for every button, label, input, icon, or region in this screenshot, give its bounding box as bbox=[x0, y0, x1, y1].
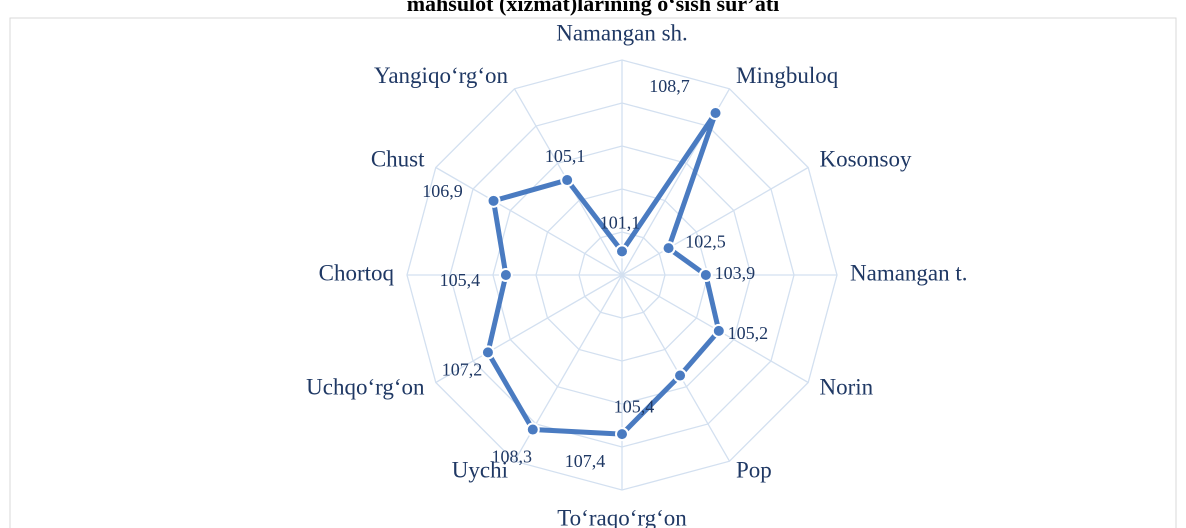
data-label: 105,4 bbox=[614, 397, 655, 417]
data-label: 106,9 bbox=[422, 181, 463, 201]
spoke bbox=[621, 166, 809, 276]
spoke bbox=[621, 274, 731, 462]
data-point bbox=[615, 244, 629, 259]
category-label: Namangan t. bbox=[850, 260, 968, 285]
data-label: 105,4 bbox=[440, 270, 481, 290]
data-label: 107,4 bbox=[565, 451, 606, 471]
category-label: Yangiqo‘rg‘on bbox=[374, 63, 508, 88]
category-label: Norin bbox=[819, 374, 873, 399]
category-label: Chust bbox=[371, 146, 425, 171]
data-point bbox=[698, 268, 713, 282]
category-label: Chortoq bbox=[319, 260, 395, 285]
category-label: Mingbuloq bbox=[736, 63, 839, 88]
data-point bbox=[711, 323, 726, 338]
data-point bbox=[498, 268, 513, 282]
data-point bbox=[525, 422, 540, 437]
data-label: 105,1 bbox=[545, 146, 586, 166]
spoke bbox=[435, 166, 623, 276]
category-label: Uychi bbox=[452, 458, 508, 483]
data-label: 108,7 bbox=[649, 76, 690, 96]
data-label: 108,3 bbox=[492, 447, 533, 467]
data-point bbox=[708, 106, 723, 121]
category-label: Kosonsoy bbox=[819, 146, 912, 171]
data-point bbox=[560, 173, 575, 188]
data-label: 103,9 bbox=[715, 263, 756, 283]
data-point bbox=[615, 427, 629, 442]
chart-title: mahsulot (xizmat)larining o‘sish sur’ati bbox=[407, 0, 780, 16]
data-point bbox=[480, 345, 495, 360]
data-point bbox=[661, 241, 676, 256]
spoke bbox=[435, 274, 623, 384]
category-label: Namangan sh. bbox=[556, 20, 688, 45]
category-label: Uchqo‘rg‘on bbox=[306, 374, 425, 399]
chart-border bbox=[9, 17, 1177, 528]
data-label: 101,1 bbox=[600, 212, 641, 232]
data-label: 102,5 bbox=[685, 231, 726, 251]
data-label: 107,2 bbox=[442, 360, 483, 380]
data-label: 105,2 bbox=[728, 323, 769, 343]
data-point bbox=[673, 368, 688, 383]
category-label: To‘raqo‘rg‘on bbox=[557, 505, 687, 528]
data-point bbox=[486, 193, 501, 208]
category-label: Pop bbox=[736, 458, 772, 483]
